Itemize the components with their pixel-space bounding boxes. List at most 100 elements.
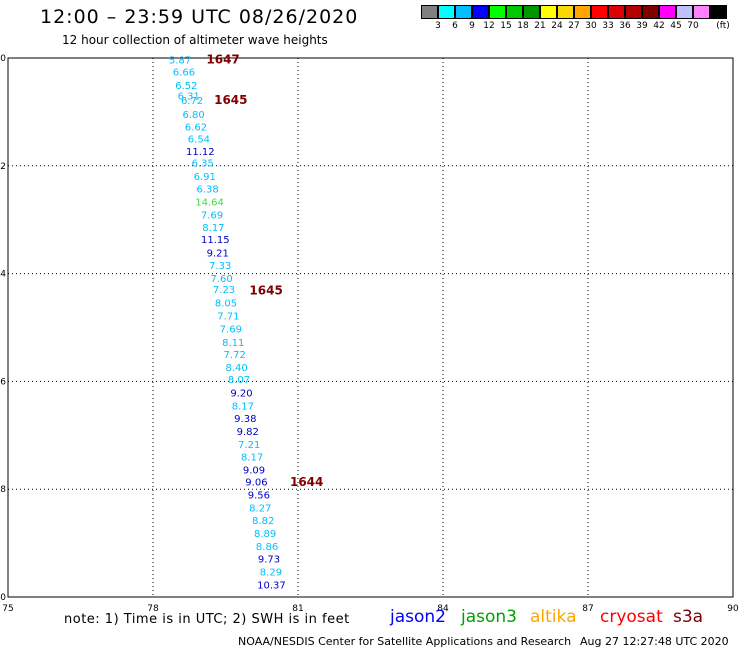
swh-value-label: 7.33 <box>209 261 231 272</box>
swh-value-label: 9.82 <box>237 427 259 438</box>
swh-value-label: 7.72 <box>224 350 246 361</box>
generated-timestamp: Aug 27 12:27:48 UTC 2020 <box>580 635 729 648</box>
legend-swatch <box>642 5 659 19</box>
y-tick-label: -2 <box>0 162 6 172</box>
legend-label: 3 <box>435 21 441 31</box>
legend-swatch <box>523 5 540 19</box>
swh-value-label: 5.87 <box>169 56 191 67</box>
swh-value-label: 9.38 <box>234 414 256 425</box>
swh-value-label: 6.80 <box>182 110 204 121</box>
swh-value-label: 6.52 <box>175 81 197 92</box>
swh-value-label: 11.15 <box>201 235 230 246</box>
y-tick-label: -6 <box>0 377 6 387</box>
swh-value-label: 6.31 <box>178 92 200 103</box>
x-tick-label: 84 <box>437 604 449 614</box>
legend-swatch <box>557 5 574 19</box>
pass-time-label: 1644 <box>290 475 323 489</box>
x-tick-label: 75 <box>2 604 13 614</box>
legend-label: 12 <box>483 21 495 31</box>
legend-swatch <box>574 5 591 19</box>
legend-label: 24 <box>551 21 563 31</box>
page-subtitle: 12 hour collection of altimeter wave hei… <box>62 33 328 47</box>
legend-swatch <box>591 5 608 19</box>
swh-value-label: 8.17 <box>241 452 263 463</box>
swh-value-label: 7.23 <box>213 285 235 296</box>
legend-label: 21 <box>534 21 546 31</box>
y-tick-label: -8 <box>0 485 6 495</box>
satellite-jason3: jason3 <box>461 607 517 627</box>
swh-value-label: 9.20 <box>230 389 252 400</box>
swh-value-label: 9.09 <box>243 465 265 476</box>
legend-label: 15 <box>500 21 512 31</box>
legend-swatch <box>489 5 506 19</box>
swh-value-label: 8.27 <box>249 504 271 515</box>
legend-swatch <box>472 5 489 19</box>
pass-time-label: 1645 <box>214 93 247 107</box>
legend-label: 9 <box>469 21 475 31</box>
pass-time-label: 1645 <box>249 283 282 297</box>
legend-swatch <box>659 5 676 19</box>
footer-note: note: 1) Time is in UTC; 2) SWH is in fe… <box>64 612 350 627</box>
legend-label: 36 <box>619 21 631 31</box>
legend-label: 30 <box>585 21 597 31</box>
legend-label: 42 <box>653 21 665 31</box>
swh-value-label: 7.71 <box>217 312 239 323</box>
satellite-cryosat: cryosat <box>600 607 663 627</box>
legend-swatch <box>693 5 710 19</box>
swh-value-label: 8.17 <box>202 223 224 234</box>
credit-line: NOAA/NESDIS Center for Satellite Applica… <box>238 635 572 648</box>
legend-swatch <box>421 5 438 19</box>
swh-value-label: 6.62 <box>185 122 207 133</box>
legend-swatch <box>676 5 693 19</box>
x-tick-label: 78 <box>147 604 159 614</box>
legend-swatch <box>710 5 727 19</box>
swh-value-label: 14.64 <box>195 197 224 208</box>
satellite-jason2: jason2 <box>390 607 446 627</box>
swh-value-label: 6.72 <box>181 96 203 107</box>
legend-swatch <box>455 5 472 19</box>
swh-value-label: 8.11 <box>222 338 244 349</box>
swh-value-label: 8.82 <box>252 516 274 527</box>
swh-value-label: 6.91 <box>194 172 216 183</box>
swh-value-label: 8.89 <box>254 529 276 540</box>
swh-value-label: 8.07 <box>228 375 250 386</box>
y-tick-label: -10 <box>0 593 6 603</box>
legend-swatch <box>608 5 625 19</box>
legend-swatch <box>540 5 557 19</box>
legend-label: 39 <box>636 21 648 31</box>
x-tick-label: 81 <box>292 604 303 614</box>
page-title: 12:00 – 23:59 UTC 08/26/2020 <box>40 6 359 28</box>
swh-value-label: 8.86 <box>256 542 278 553</box>
swh-value-label: 8.40 <box>225 363 247 374</box>
swh-value-label: 6.35 <box>192 159 214 170</box>
satellite-altika: altika <box>530 607 577 627</box>
swh-value-label: 10.37 <box>257 581 286 592</box>
y-tick-label: -4 <box>0 270 6 280</box>
x-tick-label: 90 <box>727 604 739 614</box>
legend-label: 70 <box>687 21 699 31</box>
swh-value-label: 9.73 <box>258 555 280 566</box>
swh-value-label: 7.60 <box>211 274 233 285</box>
swh-value-label: 7.69 <box>201 210 223 221</box>
legend-label: 33 <box>602 21 614 31</box>
swh-value-label: 7.21 <box>238 440 260 451</box>
swh-value-label: 8.05 <box>215 299 237 310</box>
x-tick-label: 87 <box>582 604 593 614</box>
swh-value-label: 6.66 <box>173 67 195 78</box>
plot-frame <box>7 57 734 598</box>
legend-label: 45 <box>670 21 682 31</box>
legend-label: 6 <box>452 21 458 31</box>
swh-value-label: 6.38 <box>196 184 218 195</box>
y-tick-label: 0 <box>0 54 6 64</box>
swh-value-label: 11.12 <box>186 147 215 158</box>
swh-value-label: 8.17 <box>232 402 254 413</box>
swh-value-label: 6.54 <box>188 134 210 145</box>
pass-time-label: 1647 <box>206 53 239 67</box>
satellite-s3a: s3a <box>673 607 704 627</box>
legend-swatch <box>625 5 642 19</box>
swh-value-label: 9.56 <box>248 491 270 502</box>
legend-label: 18 <box>517 21 529 31</box>
swh-value-label: 9.06 <box>245 478 267 489</box>
legend-swatch <box>506 5 523 19</box>
